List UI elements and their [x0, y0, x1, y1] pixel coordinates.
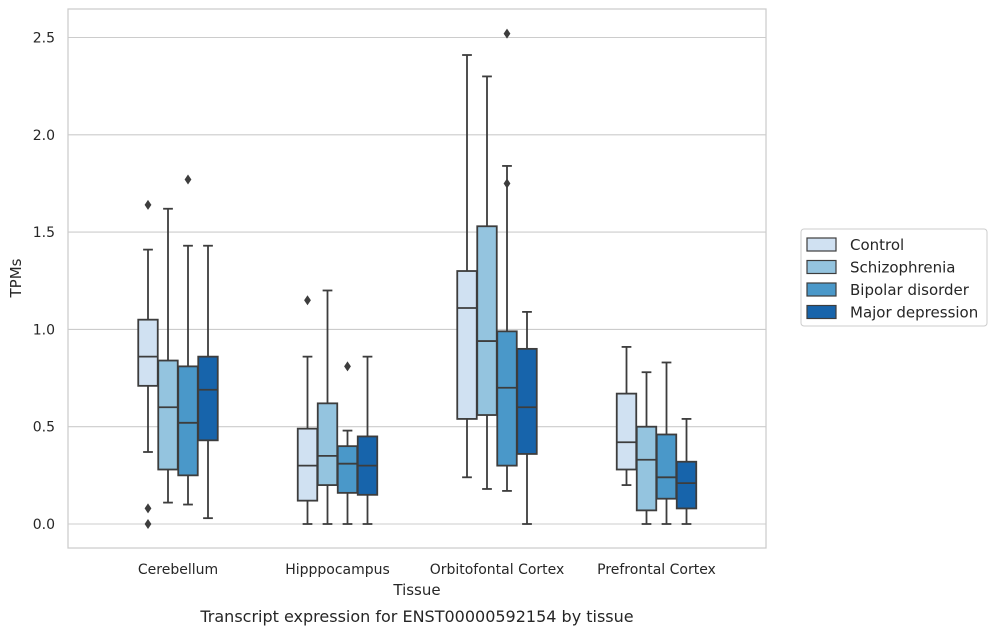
outlier-point — [144, 503, 152, 514]
box-group — [615, 346, 638, 486]
box-group — [635, 371, 658, 525]
x-tick-labels: Cerebellum Hipppocampus Orbitofontal Corte… — [138, 562, 716, 578]
y-tick-labels: 0.0 0.5 1.0 1.5 2.0 2.5 — [33, 31, 55, 534]
box-group — [316, 289, 339, 525]
outlier-point — [304, 295, 311, 306]
box — [516, 347, 538, 455]
legend-swatch — [806, 282, 837, 297]
box-group — [296, 295, 319, 525]
box-group — [476, 75, 498, 490]
box-group — [177, 174, 199, 506]
x-axis-title: Tissue — [392, 581, 440, 599]
box — [476, 225, 498, 416]
legend-label: Schizophrenia — [850, 259, 955, 277]
x-tick-label: Orbitofontal Cortex — [430, 562, 565, 578]
y-tick-label: 1.0 — [33, 322, 55, 338]
box — [615, 392, 638, 471]
outlier-point — [503, 178, 511, 189]
box — [177, 365, 199, 477]
legend-label: Bipolar disorder — [850, 281, 970, 299]
legend-swatch — [806, 259, 837, 275]
box — [675, 460, 698, 510]
box-group — [675, 418, 698, 525]
y-tick-label: 1.5 — [33, 225, 55, 241]
box-group — [356, 355, 379, 525]
box-group — [157, 207, 179, 504]
box — [157, 359, 179, 471]
box-group — [516, 310, 538, 525]
box — [137, 318, 159, 387]
box-group — [456, 54, 478, 479]
legend: Control Schizophrenia Bipolar disorder Majo… — [800, 228, 988, 327]
y-tick-label: 0.5 — [33, 420, 55, 436]
outlier-point — [144, 199, 152, 210]
plot-layer — [137, 28, 698, 529]
legend-swatch — [806, 237, 837, 252]
box-group — [655, 361, 678, 525]
outlier-point — [184, 174, 192, 185]
legend-label: Major depression — [850, 304, 978, 322]
box-group — [336, 361, 359, 525]
box-group — [496, 28, 518, 492]
outlier-point — [503, 28, 511, 39]
x-tick-label: Hipppocampus — [285, 562, 390, 578]
box — [197, 355, 219, 442]
box — [336, 445, 359, 494]
chart-caption: Transcript expression for ENST0000059215… — [199, 607, 633, 626]
box — [456, 270, 478, 420]
y-tick-label: 2.5 — [33, 31, 55, 47]
y-tick-label: 0.0 — [33, 517, 55, 533]
x-tick-label: Prefrontal Cortex — [597, 562, 716, 578]
box — [316, 402, 339, 486]
legend-label: Control — [850, 236, 904, 254]
legend-swatch — [806, 304, 837, 320]
box — [296, 427, 319, 502]
plot-frame — [67, 8, 767, 549]
outlier-point — [144, 519, 152, 529]
box-group — [197, 244, 219, 520]
legend-frame — [800, 228, 988, 327]
x-tick-label: Cerebellum — [138, 562, 218, 578]
box — [496, 330, 518, 467]
outlier-point — [344, 361, 351, 372]
box-group — [137, 199, 159, 529]
y-axis-title: TPMs — [7, 258, 25, 298]
box — [635, 425, 658, 512]
box — [655, 433, 678, 500]
y-tick-label: 2.0 — [33, 128, 55, 144]
